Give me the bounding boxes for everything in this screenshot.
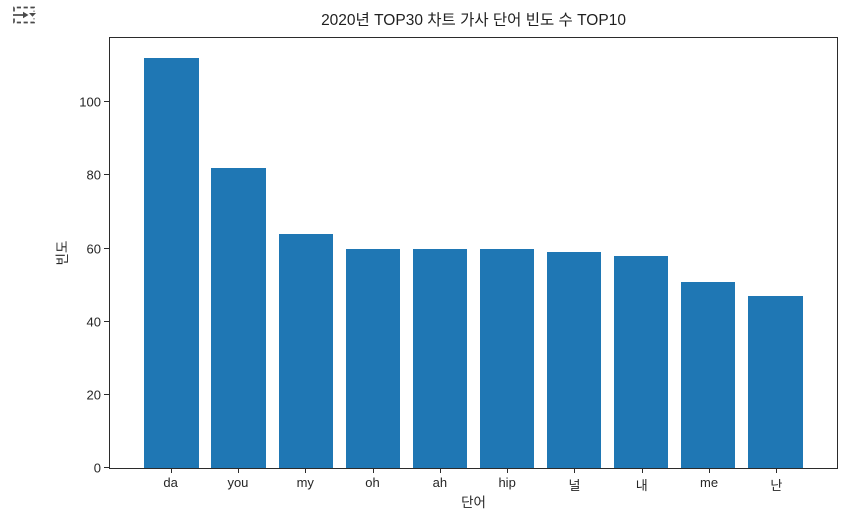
bar-널	[546, 252, 602, 468]
y-tick-label: 80	[86, 167, 101, 183]
x-tick-mark	[439, 469, 441, 473]
x-tick-label: my	[296, 475, 314, 490]
bar-hip	[479, 248, 535, 468]
x-slot: 난	[743, 469, 810, 493]
x-slot: me	[675, 469, 742, 493]
x-axis-label: 단어	[461, 495, 486, 510]
plot-area: 0 20 40 60 80 100	[79, 37, 838, 476]
bar-me	[681, 281, 736, 468]
chart-title: 2020년 TOP30 차트 가사 단어 빈도 수 TOP10	[321, 12, 626, 29]
x-slot: 내	[608, 469, 675, 493]
bar-slot	[675, 38, 742, 468]
x-slot: hip	[473, 469, 540, 493]
x-tick-mark	[776, 469, 778, 473]
x-tick-mark	[641, 469, 643, 473]
x-tick-label: ah	[432, 475, 448, 490]
y-tick-mark	[104, 393, 109, 395]
x-tick-label: oh	[365, 475, 380, 490]
y-tick-mark	[104, 467, 109, 468]
bar-slot	[608, 38, 675, 468]
x-tick-label: 널	[568, 478, 581, 493]
x-tick-label: da	[163, 475, 178, 490]
bars-layer	[110, 38, 837, 468]
x-slot: my	[272, 469, 339, 493]
x-tick-mark	[709, 469, 711, 473]
run-arrow-dropdown-icon-svg	[13, 6, 36, 24]
y-tick-mark	[104, 174, 109, 176]
y-tick-mark	[104, 320, 109, 322]
bar-slot	[272, 38, 339, 468]
x-tick-label: hip	[498, 475, 516, 490]
y-tick-label: 100	[79, 94, 101, 110]
bar-slot	[406, 38, 473, 468]
bar-난	[748, 296, 803, 468]
bar-you	[211, 168, 266, 468]
y-tick-label: 20	[86, 387, 101, 403]
y-axis-label: 빈도	[55, 240, 70, 266]
x-tick-label: you	[227, 475, 249, 490]
y-tick-label: 0	[93, 460, 101, 476]
x-tick-mark	[305, 469, 307, 473]
x-tick-mark	[372, 469, 374, 473]
bar-slot	[742, 38, 809, 468]
y-tick-mark	[104, 101, 109, 103]
run-arrow-dropdown-icon[interactable]	[11, 3, 39, 27]
x-axis: da you my oh ah hip 널 내 me 난	[109, 469, 838, 493]
bar-ah	[412, 248, 468, 468]
x-tick-mark	[237, 469, 239, 473]
bar-내	[614, 255, 669, 468]
x-slot: ah	[406, 469, 473, 493]
x-slot: da	[137, 469, 204, 493]
bar-slot	[138, 38, 205, 468]
bar-slot	[339, 38, 406, 468]
x-tick-label: 난	[770, 478, 783, 493]
x-tick-mark	[507, 469, 509, 473]
bar-da	[144, 58, 199, 468]
y-tick-mark	[104, 247, 109, 249]
x-slot: oh	[339, 469, 406, 493]
bar-slot	[205, 38, 272, 468]
y-tick-label: 60	[86, 241, 101, 257]
x-slot: you	[204, 469, 271, 493]
x-tick-mark	[574, 469, 576, 473]
y-tick-label: 40	[86, 314, 101, 330]
x-tick-label: 내	[635, 478, 648, 493]
x-tick-label: me	[699, 475, 719, 490]
bar-oh	[345, 248, 400, 468]
bar-slot	[473, 38, 540, 468]
x-tick-mark	[170, 469, 172, 473]
bar-my	[278, 234, 333, 468]
x-slot: 널	[541, 469, 608, 493]
bar-slot	[541, 38, 608, 468]
